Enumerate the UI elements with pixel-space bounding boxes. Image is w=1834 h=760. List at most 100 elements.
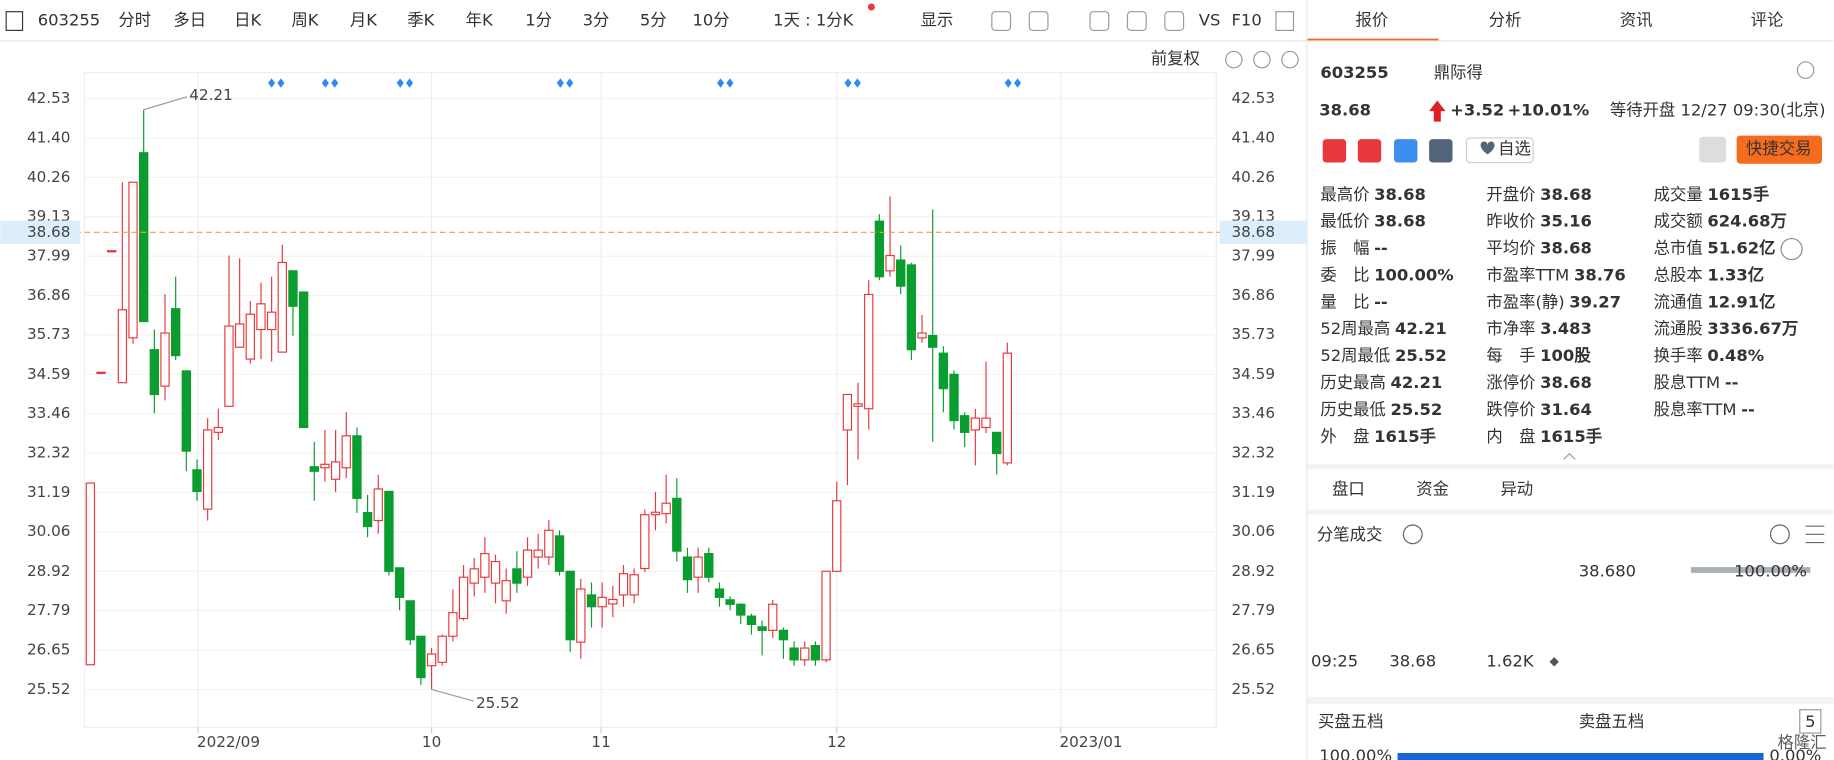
tag-icon[interactable] bbox=[1322, 139, 1347, 163]
event-marker bbox=[331, 78, 339, 88]
stat-value: -- bbox=[1725, 373, 1739, 392]
stat-label: 流通值 bbox=[1654, 292, 1703, 311]
candle-body bbox=[906, 264, 917, 351]
stat-value: 1615手 bbox=[1707, 185, 1769, 204]
stat-label: 振 幅 bbox=[1320, 239, 1369, 258]
plot-frame bbox=[83, 71, 1217, 728]
candle-body bbox=[245, 313, 255, 360]
stat-label: 昨收价 bbox=[1486, 212, 1535, 231]
period-tab[interactable]: 5分 bbox=[640, 11, 667, 30]
section-gap bbox=[1307, 464, 1834, 469]
tool-icon[interactable] bbox=[991, 11, 1012, 31]
period-tab[interactable]: 分时 bbox=[118, 11, 151, 30]
range-select[interactable]: 1天 : 1分K bbox=[773, 11, 854, 30]
stat-value: 51.62亿 bbox=[1707, 239, 1775, 258]
tool-icon[interactable] bbox=[1028, 11, 1049, 31]
market-status: 等待开盘 12/27 09:30(北京) bbox=[1610, 101, 1826, 120]
stat-label: 外 盘 bbox=[1320, 427, 1369, 446]
stat-label: 成交量 bbox=[1654, 185, 1703, 204]
candle-body bbox=[981, 417, 991, 429]
section-gap bbox=[1307, 696, 1834, 704]
candle-body bbox=[757, 626, 767, 631]
summary-price: 38.680 bbox=[1579, 561, 1636, 580]
candle-body bbox=[682, 556, 693, 581]
candle-body bbox=[394, 567, 405, 598]
candle-body bbox=[181, 370, 192, 452]
tool-icon[interactable] bbox=[1164, 11, 1185, 31]
period-tab[interactable]: 1分 bbox=[525, 11, 552, 30]
list-icon[interactable] bbox=[1805, 525, 1825, 544]
tool-icon[interactable] bbox=[1126, 11, 1147, 31]
trade-button[interactable] bbox=[1736, 135, 1822, 164]
more-icon[interactable] bbox=[1780, 237, 1803, 261]
collapse-icon[interactable] bbox=[1563, 452, 1576, 460]
panel-tab[interactable]: 异动 bbox=[1500, 479, 1533, 498]
panel-tab[interactable]: 报价 bbox=[1355, 11, 1388, 30]
period-tab[interactable]: 年K bbox=[466, 11, 494, 30]
tool-icon[interactable] bbox=[1089, 11, 1110, 31]
stat-value: 42.21 bbox=[1390, 373, 1442, 392]
candle-body bbox=[650, 511, 661, 516]
period-tab[interactable]: 10分 bbox=[693, 11, 730, 30]
period-tab[interactable]: 月K bbox=[350, 11, 378, 30]
period-tab[interactable]: 3分 bbox=[583, 11, 610, 30]
stat-value: 0.48% bbox=[1707, 346, 1764, 365]
stat-label: 52周最低 bbox=[1320, 346, 1390, 365]
tag-icon[interactable] bbox=[1429, 139, 1453, 163]
period-tab[interactable]: 周K bbox=[291, 11, 319, 30]
settings-icon[interactable] bbox=[1796, 61, 1815, 79]
stat-value: 38.68 bbox=[1540, 239, 1592, 258]
y-tick-label-right: 27.79 bbox=[1232, 601, 1275, 619]
panel-tab[interactable]: 盘口 bbox=[1332, 479, 1365, 498]
candle-body bbox=[277, 261, 287, 353]
period-tab[interactable]: 多日 bbox=[173, 11, 206, 30]
tag-icon[interactable] bbox=[1394, 139, 1418, 163]
levels[interactable]: 5 bbox=[1805, 712, 1815, 731]
info-icon[interactable] bbox=[1402, 524, 1423, 545]
y-tick-label: 32.32 bbox=[27, 444, 70, 462]
candle-body bbox=[586, 594, 597, 608]
panel-icon[interactable] bbox=[1275, 11, 1295, 31]
f10-button[interactable]: F10 bbox=[1232, 11, 1262, 30]
panel-tab[interactable]: 资金 bbox=[1416, 479, 1449, 498]
stat-value: 38.76 bbox=[1574, 265, 1626, 284]
vs-button[interactable]: VS bbox=[1199, 11, 1221, 30]
panel-tab[interactable]: 评论 bbox=[1751, 11, 1784, 30]
levels-box[interactable] bbox=[1799, 709, 1822, 734]
candle-body bbox=[85, 482, 96, 666]
candle-body bbox=[629, 574, 639, 596]
more-icon[interactable] bbox=[1769, 524, 1790, 545]
buy-title: 买盘五档 bbox=[1318, 712, 1383, 731]
panel-tab[interactable]: 资讯 bbox=[1620, 11, 1653, 30]
stat-value: -- bbox=[1741, 400, 1755, 419]
stat-label: 最高价 bbox=[1320, 185, 1369, 204]
stock-code[interactable]: 603255 bbox=[38, 11, 100, 30]
adjust-button[interactable]: 前复权 bbox=[1151, 49, 1200, 68]
candle-body bbox=[928, 334, 938, 348]
bell-button[interactable] bbox=[1699, 136, 1727, 163]
candle-body bbox=[714, 588, 725, 598]
tag-icon[interactable] bbox=[1357, 139, 1382, 163]
candle-body bbox=[896, 259, 906, 287]
stat-label: 成交额 bbox=[1654, 212, 1703, 231]
zoom-icon[interactable] bbox=[1225, 50, 1243, 69]
candle-body bbox=[416, 635, 426, 679]
high-annotation: 42.21 bbox=[189, 86, 232, 104]
ticks-title: 分笔成交 bbox=[1317, 525, 1382, 544]
period-tab[interactable]: 日K bbox=[234, 11, 262, 30]
tick-volume: 1.62K bbox=[1486, 651, 1534, 670]
y-tick-label-right: 33.46 bbox=[1232, 404, 1275, 422]
event-marker bbox=[1014, 78, 1022, 88]
display-menu[interactable]: 显示 bbox=[921, 11, 954, 30]
zoom-icon[interactable] bbox=[1281, 50, 1299, 69]
zoom-icon[interactable] bbox=[1253, 50, 1271, 69]
watch-label[interactable]: 自选 bbox=[1498, 139, 1531, 158]
y-tick-label: 42.53 bbox=[27, 89, 70, 107]
trade-label[interactable]: 快捷交易 bbox=[1746, 139, 1811, 158]
period-tab[interactable]: 季K bbox=[407, 11, 435, 30]
stat-value: 12.91亿 bbox=[1707, 292, 1775, 311]
panel-tab[interactable]: 分析 bbox=[1489, 11, 1522, 30]
candle-body bbox=[256, 303, 266, 331]
sell-pct: 0.00% bbox=[1769, 746, 1821, 760]
candle-body bbox=[362, 512, 373, 528]
